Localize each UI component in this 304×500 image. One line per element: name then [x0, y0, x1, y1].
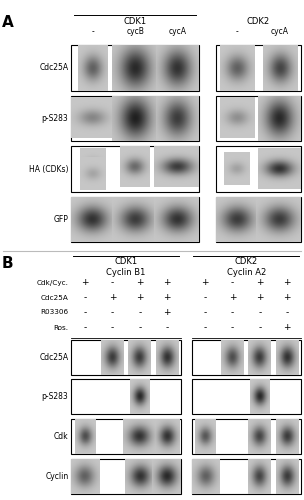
Text: +: +: [136, 278, 143, 287]
Text: CDK2: CDK2: [247, 16, 270, 26]
Text: -: -: [111, 278, 114, 287]
Text: -: -: [258, 308, 262, 317]
Text: +: +: [202, 278, 209, 287]
Text: -: -: [204, 323, 207, 332]
Text: Cdc25A: Cdc25A: [39, 64, 68, 72]
Text: +: +: [284, 278, 291, 287]
Text: Cyclin: Cyclin: [45, 472, 68, 481]
Bar: [216, 45, 301, 90]
Text: p-S283: p-S283: [42, 114, 68, 123]
Text: -: -: [84, 323, 87, 332]
Bar: [71, 459, 181, 494]
Bar: [71, 146, 199, 192]
Text: A: A: [2, 15, 13, 30]
Text: +: +: [163, 278, 171, 287]
Text: HA (CDKs): HA (CDKs): [29, 164, 68, 173]
Text: CDK2
Cyclin A2: CDK2 Cyclin A2: [227, 258, 266, 277]
Text: CDK1: CDK1: [124, 16, 147, 26]
Text: Cdc25A: Cdc25A: [40, 294, 68, 300]
Bar: [71, 197, 199, 242]
Bar: [192, 340, 301, 374]
Text: +: +: [284, 323, 291, 332]
Bar: [216, 96, 301, 141]
Text: +: +: [81, 278, 89, 287]
Text: -: -: [138, 308, 141, 317]
Text: +: +: [229, 293, 237, 302]
Text: -: -: [204, 293, 207, 302]
Text: -: -: [91, 28, 94, 36]
Text: -: -: [236, 28, 239, 36]
Text: +: +: [256, 293, 264, 302]
Text: cycA: cycA: [169, 28, 187, 36]
Text: +: +: [256, 278, 264, 287]
Text: R03306: R03306: [40, 310, 68, 316]
Text: -: -: [165, 323, 169, 332]
Bar: [192, 419, 301, 454]
Bar: [71, 380, 181, 414]
Bar: [216, 197, 301, 242]
Text: B: B: [2, 256, 13, 271]
Text: -: -: [111, 323, 114, 332]
Text: -: -: [84, 308, 87, 317]
Text: Cdc25A: Cdc25A: [39, 352, 68, 362]
Text: -: -: [84, 293, 87, 302]
Text: +: +: [163, 308, 171, 317]
Text: p-S283: p-S283: [42, 392, 68, 402]
Bar: [71, 96, 199, 141]
Bar: [71, 419, 181, 454]
Text: -: -: [286, 308, 289, 317]
Text: Ros.: Ros.: [54, 324, 68, 330]
Text: +: +: [109, 293, 116, 302]
Text: -: -: [111, 308, 114, 317]
Text: CDK1
Cyclin B1: CDK1 Cyclin B1: [106, 258, 146, 277]
Text: GFP: GFP: [54, 215, 68, 224]
Text: -: -: [258, 323, 262, 332]
Text: -: -: [231, 278, 234, 287]
Text: -: -: [138, 323, 141, 332]
Text: Cdk/Cyc.: Cdk/Cyc.: [36, 280, 68, 285]
Text: -: -: [204, 308, 207, 317]
Text: +: +: [136, 293, 143, 302]
Bar: [192, 459, 301, 494]
Text: Cdk: Cdk: [54, 432, 68, 442]
Text: +: +: [163, 293, 171, 302]
Text: -: -: [231, 308, 234, 317]
Text: +: +: [284, 293, 291, 302]
Bar: [192, 380, 301, 414]
Bar: [71, 340, 181, 374]
Text: cycB: cycB: [126, 28, 144, 36]
Text: cycA: cycA: [271, 28, 289, 36]
Text: -: -: [231, 323, 234, 332]
Bar: [71, 45, 199, 90]
Bar: [216, 146, 301, 192]
